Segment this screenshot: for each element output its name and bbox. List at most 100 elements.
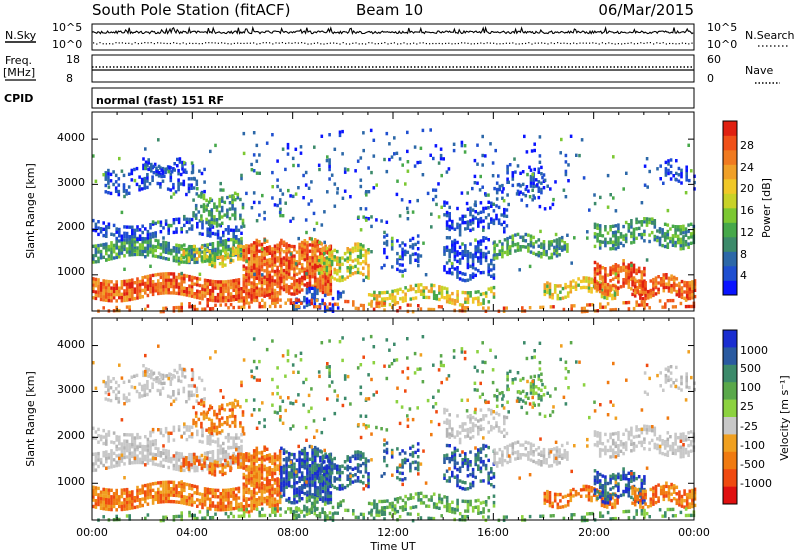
power-cell xyxy=(593,225,597,230)
power-cell xyxy=(300,269,304,273)
power-cell xyxy=(308,290,311,294)
power-cell xyxy=(306,256,309,260)
power-cell xyxy=(469,206,472,210)
power-cell xyxy=(367,248,370,252)
velocity-cell xyxy=(92,462,95,466)
power-cell xyxy=(200,245,204,250)
power-cell xyxy=(162,272,165,276)
power-cell xyxy=(456,225,459,230)
velocity-cell xyxy=(271,474,274,478)
power-cell xyxy=(333,302,337,306)
power-cell xyxy=(312,211,316,216)
power-cell xyxy=(600,288,604,292)
power-cell xyxy=(161,179,165,183)
velocity-cell xyxy=(255,498,259,502)
velocity-cell xyxy=(224,488,228,492)
power-cell xyxy=(313,241,317,245)
velocity-cell xyxy=(227,436,230,440)
power-cell xyxy=(276,291,279,295)
power-cell xyxy=(273,247,277,252)
velocity-cell xyxy=(196,485,199,489)
power-cell xyxy=(419,289,423,293)
power-cell xyxy=(214,232,217,236)
power-cell xyxy=(657,290,660,295)
power-cell xyxy=(461,242,464,246)
power-cell xyxy=(202,193,206,198)
velocity-cell xyxy=(92,436,95,440)
power-cell xyxy=(685,290,689,294)
power-cell xyxy=(200,171,204,176)
velocity-cell xyxy=(240,444,243,449)
power-cell xyxy=(149,235,152,239)
power-cell xyxy=(211,257,215,261)
power-cell xyxy=(609,269,612,273)
velocity-cell xyxy=(206,497,209,501)
velocity-cell xyxy=(215,416,219,420)
power-cell xyxy=(611,271,615,275)
velocity-cell xyxy=(105,450,108,454)
power-cell xyxy=(157,279,160,283)
power-cell xyxy=(414,290,418,294)
velocity-cell xyxy=(214,440,217,444)
power-cell xyxy=(596,284,599,289)
velocity-cell xyxy=(104,384,108,388)
power-cell xyxy=(456,206,459,211)
velocity-cell xyxy=(144,367,148,371)
power-cell xyxy=(123,194,126,199)
power-cell xyxy=(175,291,178,295)
power-cell xyxy=(421,173,425,177)
power-cell xyxy=(250,246,253,250)
power-cell xyxy=(646,185,649,189)
velocity-cell xyxy=(213,460,217,464)
power-cell xyxy=(658,242,662,247)
velocity-cell xyxy=(233,418,237,422)
power-cell xyxy=(324,269,327,274)
power-cell xyxy=(255,219,259,223)
power-cell xyxy=(317,255,321,259)
power-cell xyxy=(435,297,439,301)
nsearch-point xyxy=(339,43,341,45)
velocity-cell xyxy=(107,378,110,383)
power-cell xyxy=(611,243,615,247)
power-cell xyxy=(445,170,449,174)
velocity-cell xyxy=(237,462,240,466)
power-cell xyxy=(143,186,147,190)
velocity-cell xyxy=(271,493,274,498)
power-cell xyxy=(136,249,139,253)
power-cell xyxy=(237,287,241,291)
velocity-cell xyxy=(117,390,121,394)
power-cell xyxy=(287,288,291,292)
power-cell xyxy=(263,217,266,221)
power-cell xyxy=(585,279,588,283)
velocity-cell xyxy=(107,382,110,386)
velocity-cell xyxy=(110,501,113,505)
power-cell xyxy=(201,307,204,311)
power-cell xyxy=(495,256,499,260)
power-cell xyxy=(445,226,449,230)
power-cell xyxy=(258,278,261,282)
power-cell xyxy=(521,238,525,243)
power-cell xyxy=(667,289,671,293)
velocity-cell xyxy=(197,401,201,406)
power-cell xyxy=(527,189,530,193)
power-cell xyxy=(133,246,137,250)
power-cell xyxy=(229,295,233,299)
power-cell xyxy=(649,279,653,283)
velocity-cell xyxy=(210,406,214,410)
power-cell xyxy=(687,304,690,309)
velocity-cell xyxy=(193,491,196,495)
velocity-cell xyxy=(146,451,150,456)
power-cell xyxy=(185,192,188,197)
power-cell xyxy=(224,286,228,290)
power-cell xyxy=(323,306,327,310)
velocity-cell xyxy=(110,488,113,492)
power-cell xyxy=(598,233,602,237)
nsearch-point xyxy=(285,42,287,45)
power-cell xyxy=(329,307,332,311)
velocity-cell xyxy=(92,465,95,469)
power-cell xyxy=(250,281,253,285)
power-cell xyxy=(427,289,431,293)
power-cell xyxy=(456,269,459,273)
power-cell xyxy=(479,210,483,214)
